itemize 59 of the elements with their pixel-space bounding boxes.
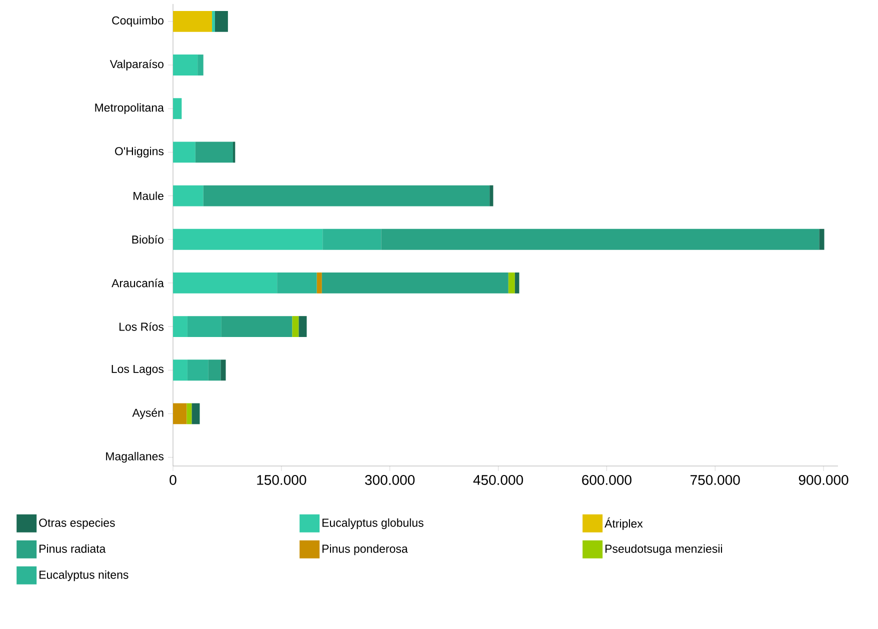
y-tick-label: Los Lagos: [112, 364, 164, 376]
legend-label: Eucalyptus nitens: [40, 570, 128, 582]
bar: [173, 98, 182, 120]
legend-label: Pinus ponderosa: [322, 544, 408, 556]
bar: [173, 54, 198, 76]
bar: [322, 272, 508, 294]
y-tick-label: Coquimbo: [112, 16, 164, 27]
bar: [173, 316, 188, 337]
legend-label: Pseudotsuga menziesii: [605, 544, 722, 556]
x-tick-label: 900.000: [798, 475, 848, 485]
bar: [173, 403, 187, 424]
y-tick-label: Araucanía: [112, 278, 164, 288]
y-tick-label: Valparaíso: [110, 60, 164, 70]
x-tick-label: 600.000: [582, 475, 632, 485]
bar: [187, 316, 222, 337]
bar: [232, 142, 236, 163]
bar: [186, 403, 192, 424]
bar: [198, 54, 204, 76]
y-tick-label: Biobío: [132, 235, 164, 244]
bar: [173, 185, 204, 206]
y-tick-label: Magallanes: [106, 452, 164, 463]
legend-label: Otras especies: [39, 518, 115, 530]
bar: [490, 185, 494, 206]
y-tick-label: Maule: [134, 192, 164, 200]
legend-label: Eucalyptus globulus: [322, 518, 424, 530]
bar: [214, 10, 228, 32]
bar: [292, 316, 299, 337]
y-tick-label: O'Higgins: [115, 146, 164, 158]
legend-label: Pinus radiata: [40, 544, 106, 553]
bar: [173, 360, 188, 381]
bar: [187, 360, 208, 381]
x-tick-label: 0: [170, 475, 176, 485]
bar: [173, 142, 196, 163]
bar: [173, 10, 212, 32]
bar: [220, 360, 226, 381]
bar: [316, 272, 322, 294]
bar: [381, 228, 820, 250]
y-tick-label: Aysén: [132, 408, 164, 420]
bar: [298, 316, 307, 337]
bar: [192, 403, 200, 424]
bar: [195, 142, 233, 163]
bar: [208, 360, 221, 381]
x-tick-label: 750.000: [690, 475, 740, 485]
bar: [212, 10, 215, 32]
bar: [322, 228, 382, 250]
bar: [819, 228, 824, 250]
bar: [173, 272, 278, 294]
bar: [173, 228, 323, 250]
x-tick-label: 300.000: [365, 475, 415, 485]
y-tick-label: Metropolitana: [95, 103, 164, 114]
x-tick-label: 450.000: [473, 475, 524, 485]
bar: [221, 316, 292, 337]
bar: [277, 272, 317, 294]
bar: [203, 185, 490, 206]
bar: [508, 272, 515, 294]
y-tick-label: Los Ríos: [120, 322, 164, 331]
bar: [514, 272, 520, 294]
x-tick-label: 150.000: [257, 475, 306, 485]
legend-label: Átriplex: [604, 518, 643, 530]
